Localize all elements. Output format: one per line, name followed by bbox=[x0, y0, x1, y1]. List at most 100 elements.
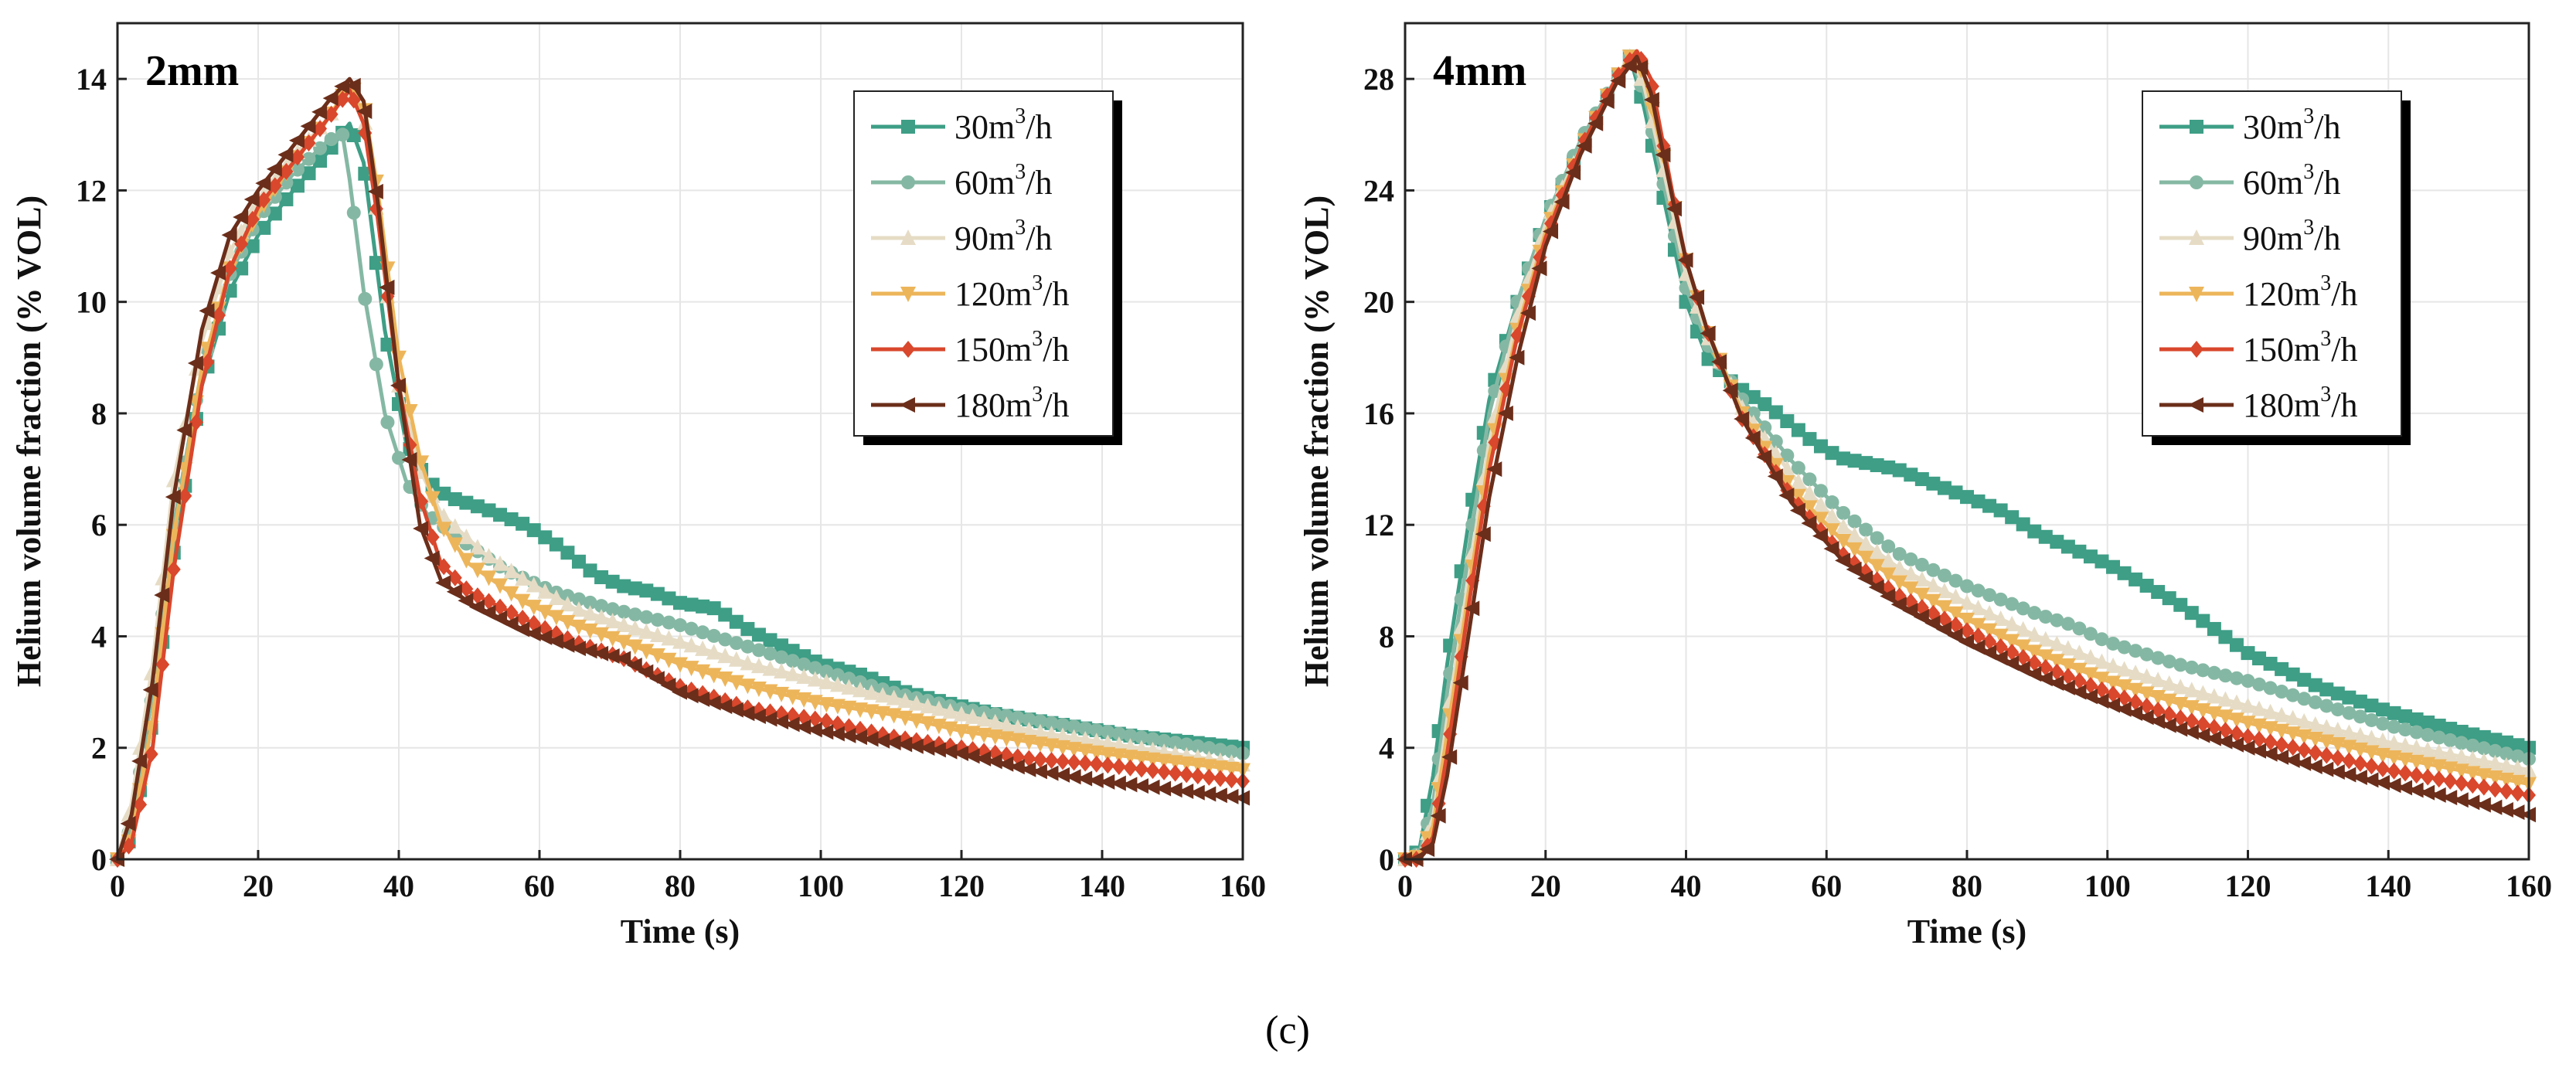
data-point bbox=[1925, 593, 1941, 610]
data-point bbox=[953, 745, 968, 761]
data-point bbox=[2129, 572, 2143, 586]
data-point bbox=[2263, 681, 2278, 695]
legend-marker bbox=[901, 175, 915, 189]
data-point bbox=[2285, 739, 2300, 756]
data-point bbox=[311, 104, 328, 120]
data-point bbox=[1869, 543, 1885, 559]
data-point bbox=[1088, 733, 1104, 749]
data-point bbox=[503, 563, 519, 579]
data-point bbox=[2262, 703, 2278, 719]
data-point bbox=[1111, 757, 1126, 775]
chart-panel-2mm: 0 20 40 60 80 100 120 140 160 0 2 4 6 8 10 12 14 2mm Tim… bbox=[10, 22, 1266, 950]
data-point bbox=[1960, 490, 1974, 505]
data-point bbox=[2285, 726, 2301, 743]
data-point bbox=[1982, 498, 1997, 513]
data-point bbox=[1111, 726, 1126, 741]
data-point bbox=[1791, 423, 1805, 437]
legend: 30m3/h 60m3/h 90m3/h 120m3/h 150m3/h 180m3/h bbox=[853, 90, 1122, 445]
data-point bbox=[413, 521, 429, 537]
data-point bbox=[2374, 774, 2390, 790]
data-point bbox=[1190, 767, 1205, 785]
y-axis-label: Helium volume fraction (% VOL) bbox=[10, 196, 48, 687]
data-point bbox=[2217, 709, 2234, 726]
data-point bbox=[2196, 614, 2210, 628]
data-point bbox=[2285, 667, 2300, 682]
data-point bbox=[1587, 115, 1604, 131]
legend-item: 150m3/h bbox=[2159, 327, 2357, 369]
data-point bbox=[469, 563, 485, 579]
x-tick-label: 0 bbox=[110, 869, 125, 903]
data-point bbox=[301, 134, 316, 151]
data-point bbox=[1009, 759, 1025, 775]
data-point bbox=[447, 492, 462, 507]
data-point bbox=[649, 648, 665, 664]
data-point bbox=[301, 151, 316, 166]
data-point bbox=[2386, 750, 2402, 766]
data-point bbox=[1213, 743, 1227, 757]
data-point bbox=[1134, 760, 1148, 778]
data-point bbox=[459, 580, 474, 598]
data-point bbox=[2498, 756, 2514, 773]
x-tick-label: 0 bbox=[1397, 869, 1413, 903]
data-point bbox=[1430, 808, 1446, 824]
data-point bbox=[1891, 575, 1907, 591]
data-point bbox=[2465, 750, 2481, 767]
data-point bbox=[1519, 305, 1536, 321]
y-tick-label: 12 bbox=[76, 173, 107, 208]
data-point bbox=[1677, 252, 1693, 268]
data-point bbox=[1497, 405, 1513, 421]
x-tick-label: 60 bbox=[1811, 869, 1842, 903]
data-point bbox=[392, 450, 406, 465]
data-point bbox=[2094, 653, 2110, 669]
data-point bbox=[1022, 750, 1036, 767]
data-point bbox=[638, 644, 655, 660]
data-point bbox=[1904, 468, 1918, 482]
data-point bbox=[2340, 767, 2357, 783]
data-point bbox=[1858, 550, 1874, 566]
data-point bbox=[2162, 591, 2176, 606]
data-point bbox=[2421, 768, 2435, 786]
data-point bbox=[2341, 724, 2357, 740]
data-point bbox=[2465, 738, 2480, 753]
legend-item: 30m3/h bbox=[871, 104, 1052, 146]
data-point bbox=[593, 645, 609, 661]
data-point bbox=[1982, 605, 1998, 621]
data-point bbox=[1902, 603, 1918, 619]
data-point bbox=[1100, 746, 1116, 763]
data-point bbox=[2093, 693, 2109, 709]
data-point bbox=[548, 610, 564, 626]
data-point bbox=[2398, 764, 2413, 782]
data-point bbox=[2105, 657, 2122, 673]
data-point bbox=[1088, 745, 1104, 761]
data-point bbox=[1812, 496, 1829, 512]
data-point bbox=[2217, 733, 2233, 750]
data-point bbox=[458, 593, 474, 609]
data-point bbox=[2094, 681, 2109, 699]
data-point bbox=[638, 623, 655, 639]
data-point bbox=[628, 607, 642, 622]
data-point bbox=[346, 128, 361, 142]
data-point bbox=[2172, 721, 2188, 737]
data-point bbox=[785, 654, 800, 668]
data-point bbox=[696, 625, 710, 640]
data-point bbox=[1904, 552, 1918, 566]
data-point bbox=[1780, 448, 1795, 463]
data-point bbox=[2352, 726, 2368, 743]
data-point bbox=[2431, 759, 2447, 775]
data-point bbox=[1948, 606, 1964, 622]
data-point bbox=[133, 796, 148, 814]
data-point bbox=[2251, 718, 2268, 734]
data-point bbox=[1846, 542, 1863, 558]
data-point bbox=[729, 614, 744, 629]
data-point bbox=[1859, 456, 1873, 471]
data-point bbox=[639, 610, 654, 624]
data-point bbox=[334, 78, 350, 94]
data-point bbox=[987, 729, 1003, 746]
figure-caption: (c) bbox=[1265, 1008, 1310, 1052]
data-point bbox=[751, 643, 766, 658]
data-point bbox=[2251, 743, 2267, 759]
data-point bbox=[1970, 617, 1986, 634]
data-point bbox=[863, 731, 879, 747]
data-point bbox=[2129, 644, 2143, 658]
data-point bbox=[2037, 649, 2054, 665]
